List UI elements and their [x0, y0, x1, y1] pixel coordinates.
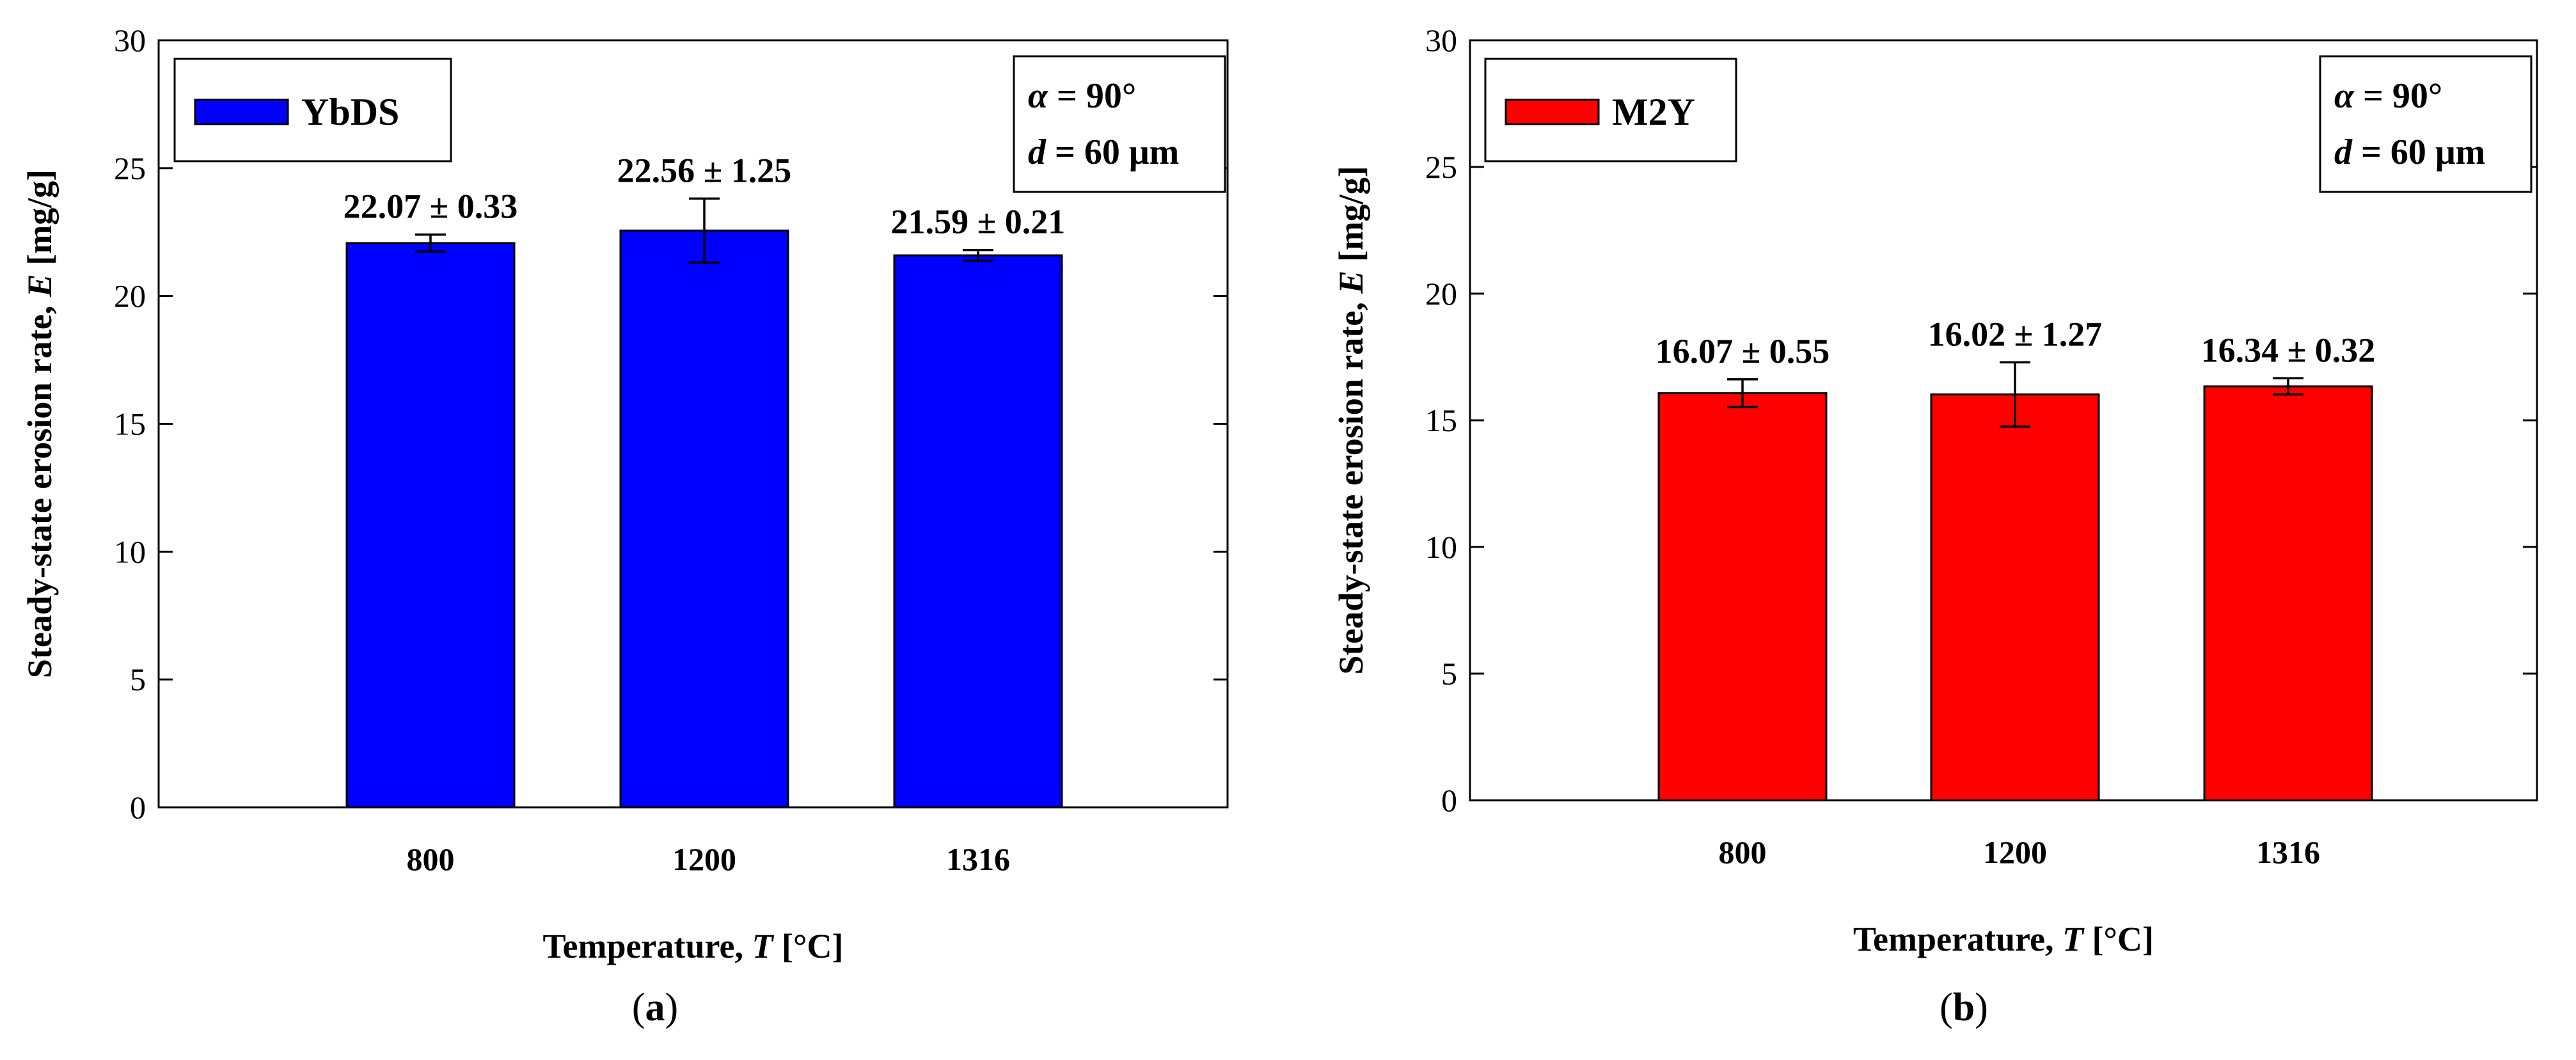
annotation-angle: α = 90° — [1028, 76, 1136, 116]
panel-caption: (b) — [1940, 986, 1988, 1029]
annotation-angle-symbol: α — [2334, 76, 2355, 116]
y-tick-label: 5 — [1441, 656, 1457, 692]
bar — [1930, 393, 2100, 802]
y-axis-label-unit: [mg/g] — [20, 170, 59, 274]
bar — [893, 254, 1063, 809]
y-tick-label: 30 — [1425, 22, 1457, 58]
y-tick-label: 15 — [114, 406, 146, 442]
y-axis-label-variable: E — [20, 274, 59, 297]
panel-caption-close: ) — [665, 986, 679, 1029]
y-axis-label: Steady-state erosion rate, E [mg/g] — [1332, 166, 1370, 674]
panel-caption-open: ( — [632, 986, 645, 1029]
y-tick-label: 25 — [114, 150, 146, 186]
x-tick-label: 800 — [1719, 834, 1767, 870]
x-axis-label-unit: [°C] — [773, 927, 843, 965]
x-tick-label: 1316 — [946, 841, 1010, 877]
annotation: α = 90°d = 60 μm — [1013, 55, 1226, 193]
annotation-angle: α = 90° — [2334, 76, 2442, 116]
panel-caption-letter: b — [1953, 986, 1975, 1029]
y-tick-label: 20 — [114, 278, 146, 314]
y-axis-label: Steady-state erosion rate, E [mg/g] — [20, 170, 59, 678]
annotation: α = 90°d = 60 μm — [2319, 55, 2533, 193]
error-bar — [689, 197, 720, 264]
x-tick-label: 800 — [407, 841, 455, 877]
legend-swatch — [1505, 99, 1600, 125]
y-tick-label: 15 — [1425, 402, 1457, 438]
panel-caption-letter: a — [645, 986, 665, 1029]
x-axis-label-text: Temperature, — [542, 927, 752, 965]
annotation-diameter: d = 60 μm — [2334, 132, 2485, 172]
bar — [619, 229, 789, 809]
annotation-diameter-symbol: d — [2334, 132, 2353, 172]
panel-caption-open: ( — [1940, 986, 1953, 1029]
y-tick-label: 0 — [1441, 782, 1457, 818]
legend: YbDS — [173, 58, 452, 162]
y-axis-label-variable: E — [1332, 271, 1370, 294]
y-tick-label: 10 — [114, 534, 146, 569]
bar — [1657, 392, 1828, 802]
legend-label: M2Y — [1612, 91, 1695, 133]
x-axis-label-unit: [°C] — [2083, 920, 2154, 958]
x-tick-label: 1200 — [1983, 834, 2047, 870]
y-axis-label-unit: [mg/g] — [1332, 166, 1370, 270]
bar — [345, 242, 516, 809]
annotation-angle-symbol: α — [1028, 76, 1048, 116]
annotation-diameter-symbol: d — [1028, 132, 1047, 172]
legend: M2Y — [1484, 58, 1737, 162]
annotation-angle-value: = 90° — [2354, 76, 2442, 116]
y-tick-label: 10 — [1425, 529, 1457, 565]
bar — [2203, 385, 2373, 802]
error-bar — [2000, 361, 2030, 428]
data-label: 16.07 ± 0.55 — [1655, 332, 1830, 370]
y-axis-label-text: Steady-state erosion rate, — [20, 297, 59, 678]
panel-caption: (a) — [632, 986, 678, 1029]
annotation-diameter-value: = 60 μm — [2352, 132, 2485, 172]
data-label: 16.02 ± 1.27 — [1928, 315, 2103, 353]
legend-swatch — [194, 99, 289, 125]
y-axis-label-text: Steady-state erosion rate, — [1332, 294, 1370, 675]
chart-panel-b: 16.07 ± 0.55 16.02 ± 1.27 16.34 ± 0.32 0 5 10… — [1332, 22, 2538, 1029]
x-axis-label-variable: T — [2062, 920, 2085, 958]
data-label: 22.56 ± 1.25 — [617, 151, 792, 189]
chart-panel-a: 22.07 ± 0.33 22.56 ± 1.25 21.59 ± 0.21 0 5 10… — [20, 22, 1229, 1029]
annotation-box — [2319, 55, 2533, 193]
x-axis-label: Temperature, T [°C] — [1853, 920, 2154, 958]
y-tick-label: 30 — [114, 22, 146, 58]
data-label: 16.34 ± 0.32 — [2201, 331, 2376, 369]
y-tick-label: 0 — [130, 789, 146, 825]
y-tick-label: 25 — [1425, 149, 1457, 185]
x-tick-label: 1200 — [672, 841, 736, 877]
data-label: 22.07 ± 0.33 — [344, 187, 518, 226]
y-tick-label: 5 — [130, 661, 146, 697]
error-bar — [415, 233, 446, 253]
x-axis-label-variable: T — [752, 927, 774, 965]
data-label: 21.59 ± 0.21 — [891, 203, 1066, 241]
annotation-diameter: d = 60 μm — [1028, 132, 1179, 172]
y-tick-label: 20 — [1425, 276, 1457, 312]
error-bar — [2273, 377, 2303, 396]
error-bar — [963, 248, 993, 262]
annotation-box — [1013, 55, 1226, 193]
legend-label: YbDS — [301, 91, 399, 133]
x-axis-label: Temperature, T [°C] — [542, 927, 843, 965]
annotation-angle-value: = 90° — [1048, 76, 1136, 116]
x-tick-label: 1316 — [2256, 834, 2320, 870]
panel-caption-close: ) — [1975, 986, 1988, 1029]
annotation-diameter-value: = 60 μm — [1046, 132, 1179, 172]
error-bar — [1727, 378, 1758, 409]
x-axis-label-text: Temperature, — [1853, 920, 2062, 958]
